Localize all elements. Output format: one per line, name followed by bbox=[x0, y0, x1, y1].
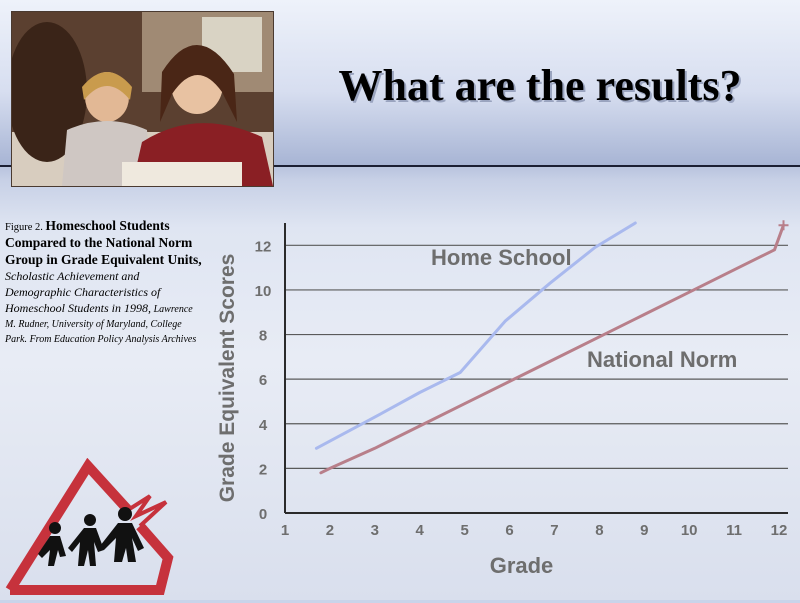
students-photo-illustration bbox=[12, 12, 273, 186]
students-photo bbox=[12, 12, 273, 186]
y-tick-label-6: 6 bbox=[259, 372, 267, 389]
figure-label: Figure 2. bbox=[5, 222, 43, 233]
x-tick-label-3: 3 bbox=[371, 522, 379, 539]
y-axis-label: Grade Equivalent Scores bbox=[216, 254, 239, 503]
slide-title: What are the results? bbox=[338, 61, 742, 110]
y-tick-label-4: 4 bbox=[259, 417, 268, 434]
y-tick-label-8: 8 bbox=[259, 328, 267, 345]
x-tick-label-7: 7 bbox=[550, 522, 558, 539]
x-tick-label-8: 8 bbox=[595, 522, 603, 539]
national-norm-end-marker bbox=[778, 220, 789, 231]
header-divider bbox=[0, 165, 800, 167]
series-label-home-school: Home School bbox=[431, 245, 572, 270]
y-tick-label-12: 12 bbox=[255, 238, 272, 255]
x-tick-label-4: 4 bbox=[416, 522, 425, 539]
x-tick-label-12: 12 bbox=[771, 522, 788, 539]
caption-separator: , bbox=[198, 252, 202, 267]
figure-title: Homeschool Students Compared to the Nati… bbox=[5, 218, 199, 267]
y-tick-label-0: 0 bbox=[259, 506, 267, 523]
x-tick-label-6: 6 bbox=[505, 522, 513, 539]
x-tick-label-11: 11 bbox=[726, 522, 742, 539]
author-line: Lawrence M. Rudner, University of Maryla… bbox=[5, 304, 193, 345]
series-label-national-norm: National Norm bbox=[587, 347, 737, 372]
y-tick-label-2: 2 bbox=[259, 461, 267, 478]
source-line: From Education Policy Analysis Archives bbox=[29, 334, 197, 345]
caption-separator-2: , bbox=[148, 301, 151, 315]
x-tick-label-2: 2 bbox=[326, 522, 334, 539]
school-children-logo bbox=[0, 457, 175, 598]
x-tick-label-5: 5 bbox=[460, 522, 468, 539]
x-tick-label-1: 1 bbox=[281, 522, 289, 539]
y-tick-label-10: 10 bbox=[255, 283, 272, 300]
x-tick-label-9: 9 bbox=[640, 522, 648, 539]
x-axis-label: Grade bbox=[490, 553, 554, 578]
figure-caption: Figure 2. Homeschool Students Compared t… bbox=[5, 218, 205, 347]
source-title: Scholastic Achievement and Demographic C… bbox=[5, 269, 161, 315]
x-tick-label-10: 10 bbox=[681, 522, 698, 539]
series-line-national-norm bbox=[319, 223, 785, 475]
series-line-home-school bbox=[314, 221, 637, 450]
